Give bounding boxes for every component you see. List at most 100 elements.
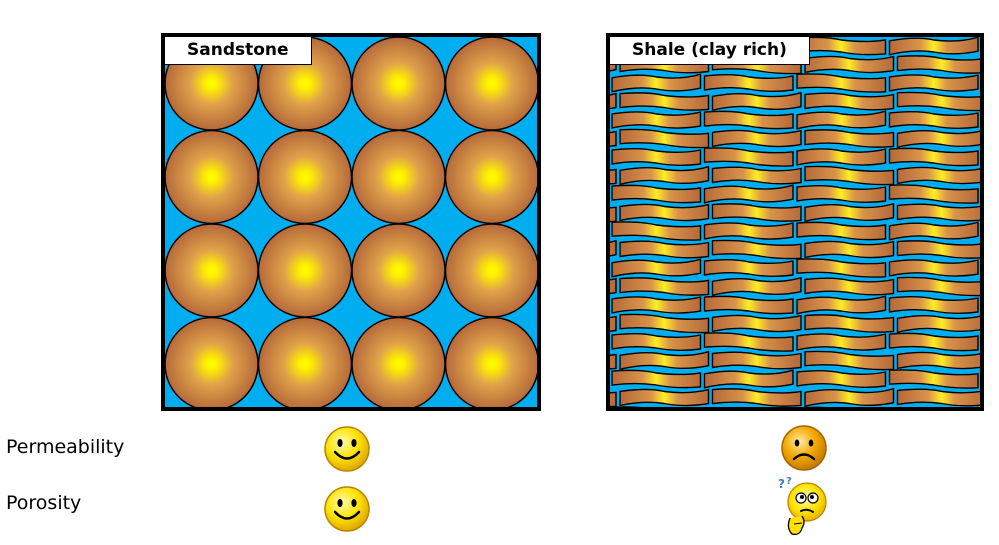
clay-platelet (610, 206, 617, 223)
clay-platelet (711, 276, 802, 297)
clay-platelet (611, 148, 702, 166)
clay-platelet (711, 166, 802, 185)
clay-platelet (804, 314, 895, 333)
clay-platelet (896, 166, 980, 185)
clay-platelet (888, 184, 979, 204)
clay-platelet (888, 369, 979, 389)
clay-platelet (610, 168, 617, 185)
clay-platelet (896, 240, 980, 259)
clay-platelet (610, 92, 617, 110)
clay-platelet (896, 91, 980, 112)
clay-platelet (619, 240, 710, 259)
clay-platelet (888, 221, 979, 241)
clay-platelet (796, 258, 887, 278)
clay-platelet (611, 111, 702, 129)
clay-platelet (610, 239, 617, 257)
clay-platelet (711, 314, 802, 333)
shale-panel: Shale (clay rich) (606, 33, 984, 411)
clay-platelet (611, 333, 702, 351)
sand-grain (257, 129, 353, 225)
permeability-label: Permeability (6, 436, 125, 458)
clay-platelet (619, 203, 710, 222)
clay-platelet (703, 147, 794, 167)
sandstone-panel: Sandstone (161, 33, 541, 411)
clay-platelet (610, 353, 617, 370)
clay-platelet (703, 332, 794, 352)
porosity-label: Porosity (6, 492, 82, 514)
clay-platelet (796, 73, 887, 93)
sand-grain (444, 37, 537, 131)
svg-text:?: ? (786, 476, 792, 487)
clay-platelet (711, 203, 802, 222)
clay-platelet (896, 130, 980, 149)
clay-platelet (711, 129, 802, 148)
clay-platelet (703, 74, 794, 92)
clay-platelet (619, 313, 710, 334)
clay-platelet (804, 387, 895, 407)
clay-platelet (711, 239, 802, 260)
sad-face-icon (781, 425, 827, 471)
clay-platelet (703, 259, 794, 277)
clay-platelet (804, 240, 895, 259)
clay-platelet (888, 37, 979, 56)
clay-platelet (611, 258, 702, 278)
clay-platelet (888, 74, 979, 92)
sand-grain (165, 316, 259, 407)
clay-platelet (703, 369, 794, 389)
sand-grain (165, 129, 259, 225)
clay-platelet (796, 370, 887, 388)
clay-platelet (611, 296, 702, 314)
clay-platelet (796, 37, 887, 56)
sand-grain (165, 223, 259, 318)
clay-platelet (610, 277, 617, 295)
clay-platelet (711, 351, 802, 370)
clay-platelet (796, 333, 887, 351)
clay-platelet (711, 388, 802, 407)
clay-platelet (804, 129, 895, 148)
clay-platelet (796, 221, 887, 241)
clay-platelet (804, 165, 895, 186)
clay-platelet (796, 110, 887, 130)
shale-title: Shale (clay rich) (610, 37, 810, 65)
clay-platelet (896, 203, 980, 222)
sandstone-grains (165, 37, 537, 407)
sand-grain (351, 316, 446, 407)
clay-platelet (796, 185, 887, 203)
clay-platelet (804, 350, 895, 371)
clay-platelet (611, 221, 702, 241)
clay-platelet (804, 92, 895, 111)
happy-face-icon (324, 486, 370, 532)
svg-text:?: ? (778, 477, 785, 491)
clay-platelet (619, 165, 710, 186)
clay-platelet (896, 315, 980, 334)
clay-platelet (896, 55, 980, 74)
clay-platelet (796, 148, 887, 166)
clay-platelet (896, 351, 980, 370)
sand-grain (444, 129, 537, 225)
sand-grain (351, 223, 446, 318)
clay-platelet (804, 202, 895, 223)
clay-platelet (619, 277, 710, 296)
clay-platelet (888, 111, 979, 129)
clay-platelet (796, 295, 887, 315)
clay-platelet (610, 315, 617, 332)
clay-platelet (619, 388, 710, 407)
clay-platelet (703, 295, 794, 315)
sand-grain (257, 223, 353, 318)
clay-platelet (703, 222, 794, 240)
shale-clay-platelets (610, 37, 980, 407)
happy-face-icon (324, 426, 370, 472)
clay-platelet (619, 128, 710, 149)
clay-platelet (804, 55, 895, 74)
clay-platelet (711, 91, 802, 112)
clay-platelet (888, 147, 979, 167)
clay-platelet (703, 184, 794, 204)
clay-platelet (611, 369, 702, 389)
clay-platelet (610, 391, 617, 407)
sand-grain (351, 37, 446, 131)
clay-platelet (611, 73, 702, 93)
sand-grain (351, 129, 446, 225)
sandstone-title: Sandstone (165, 37, 312, 65)
clay-platelet (896, 276, 980, 297)
clay-platelet (703, 110, 794, 130)
